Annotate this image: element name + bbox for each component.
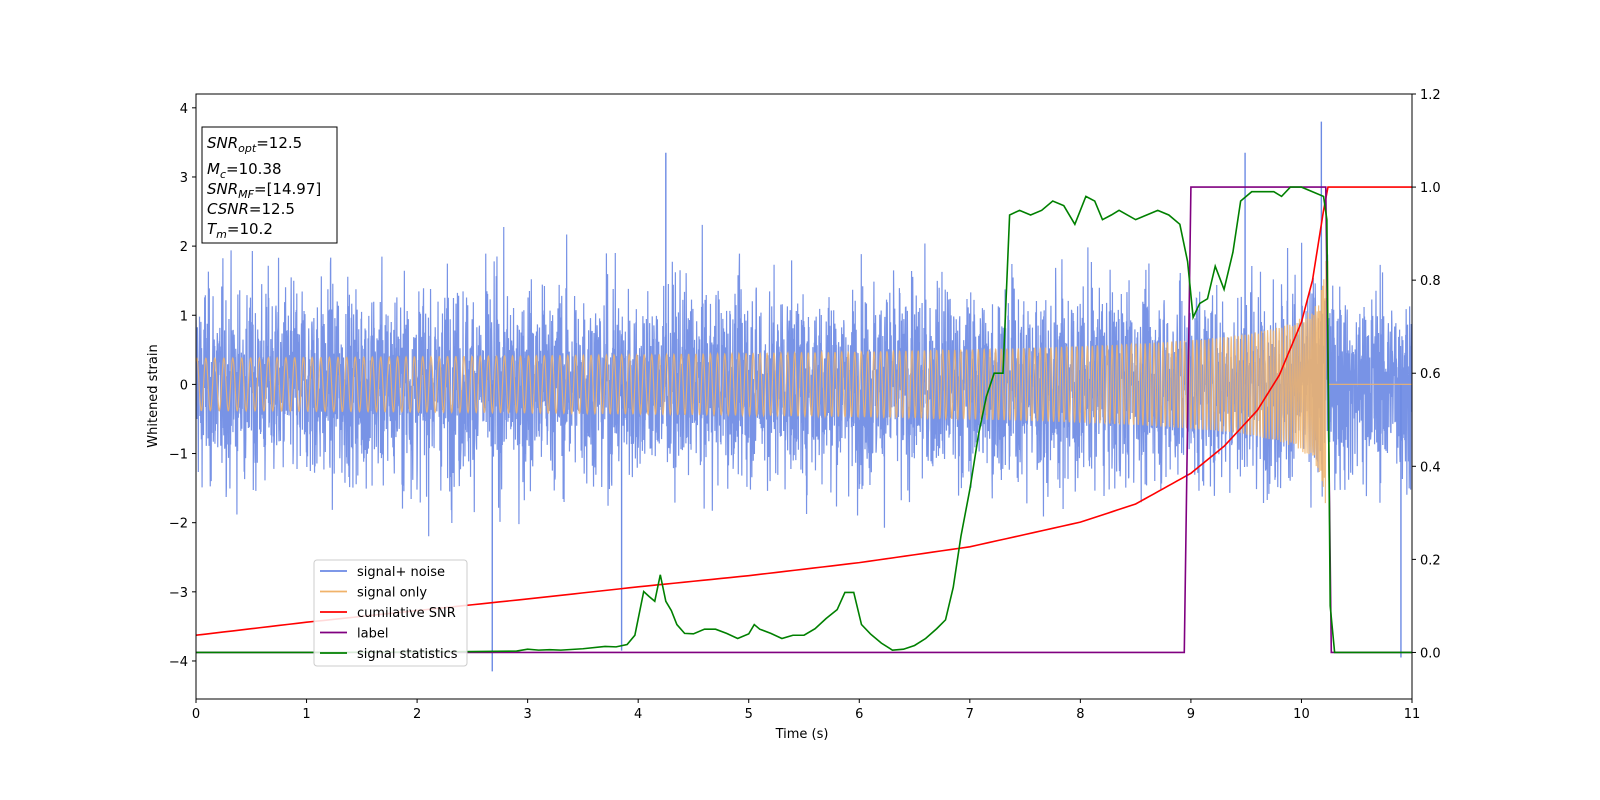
x-tick-label: 1 xyxy=(302,707,310,722)
y-tick-label: 3 xyxy=(180,171,188,186)
legend-label: label xyxy=(357,627,388,642)
y2-tick-label: 0.4 xyxy=(1420,460,1441,475)
y2-tick-label: 0.0 xyxy=(1420,646,1441,661)
y-tick-label: −1 xyxy=(169,448,188,463)
info-row: CSNR=12.5 xyxy=(207,200,295,218)
info-row: SNRMF=[14.97] xyxy=(207,180,321,201)
x-tick-label: 2 xyxy=(413,707,421,722)
info-row: Tm=10.2 xyxy=(207,220,273,241)
x-tick-label: 10 xyxy=(1293,707,1310,722)
y-tick-label: −3 xyxy=(169,586,188,601)
y-tick-label: −2 xyxy=(169,517,188,532)
y2-tick-label: 1.0 xyxy=(1420,181,1441,196)
legend-label: cumilative SNR xyxy=(357,606,456,621)
series-signal-only-line xyxy=(196,260,1412,504)
x-tick-label: 3 xyxy=(523,707,531,722)
x-tick-label: 0 xyxy=(192,707,200,722)
y2-tick-label: 0.2 xyxy=(1420,553,1441,568)
y2-axis: 0.0 0.2 0.4 0.6 0.8 1.0 1.2 xyxy=(1412,88,1441,661)
y-tick-label: 2 xyxy=(180,240,188,255)
x-axis-label: Time (s) xyxy=(775,727,829,742)
y2-tick-label: 1.2 xyxy=(1420,88,1441,103)
x-tick-label: 11 xyxy=(1404,707,1421,722)
legend-frame xyxy=(313,559,468,667)
info-row: SNRopt=12.5 xyxy=(207,134,302,155)
x-tick-label: 6 xyxy=(855,707,863,722)
y-tick-label: −4 xyxy=(169,655,188,670)
y-axis-label: Whitened strain xyxy=(146,344,161,447)
series-signal-statistics-line xyxy=(196,186,1412,654)
series-layer xyxy=(196,121,1412,672)
x-tick-label: 4 xyxy=(634,707,642,722)
y-tick-label: 0 xyxy=(180,378,188,393)
legend-label: signal statistics xyxy=(357,647,458,662)
legend-label: signal only xyxy=(357,586,427,601)
info-box: SNRopt=12.5 Mc=10.38SNRMF=[14.97]CSNR=12.… xyxy=(201,126,338,244)
info-row: Mc=10.38 xyxy=(207,160,282,181)
y2-tick-label: 0.6 xyxy=(1420,367,1441,382)
y-tick-label: 1 xyxy=(180,309,188,324)
x-tick-label: 7 xyxy=(966,707,974,722)
legend: signal+ noise signal only cumilative SNR la… xyxy=(313,559,468,667)
x-tick-label: 8 xyxy=(1076,707,1084,722)
info-box-frame xyxy=(201,126,338,244)
x-tick-label: 9 xyxy=(1187,707,1195,722)
series-cumilative-snr-line xyxy=(196,186,1412,637)
x-tick-label: 5 xyxy=(745,707,753,722)
x-axis: 0 1 2 3 4 5 6 7 8 9 10 11 xyxy=(192,699,1420,722)
y-axis: −4 −3 −2 −1 0 1 2 3 4 xyxy=(169,102,196,670)
plot-frame xyxy=(195,93,1413,700)
y2-tick-label: 0.8 xyxy=(1420,274,1441,289)
y-tick-label: 4 xyxy=(180,102,188,117)
legend-label: signal+ noise xyxy=(357,565,445,580)
